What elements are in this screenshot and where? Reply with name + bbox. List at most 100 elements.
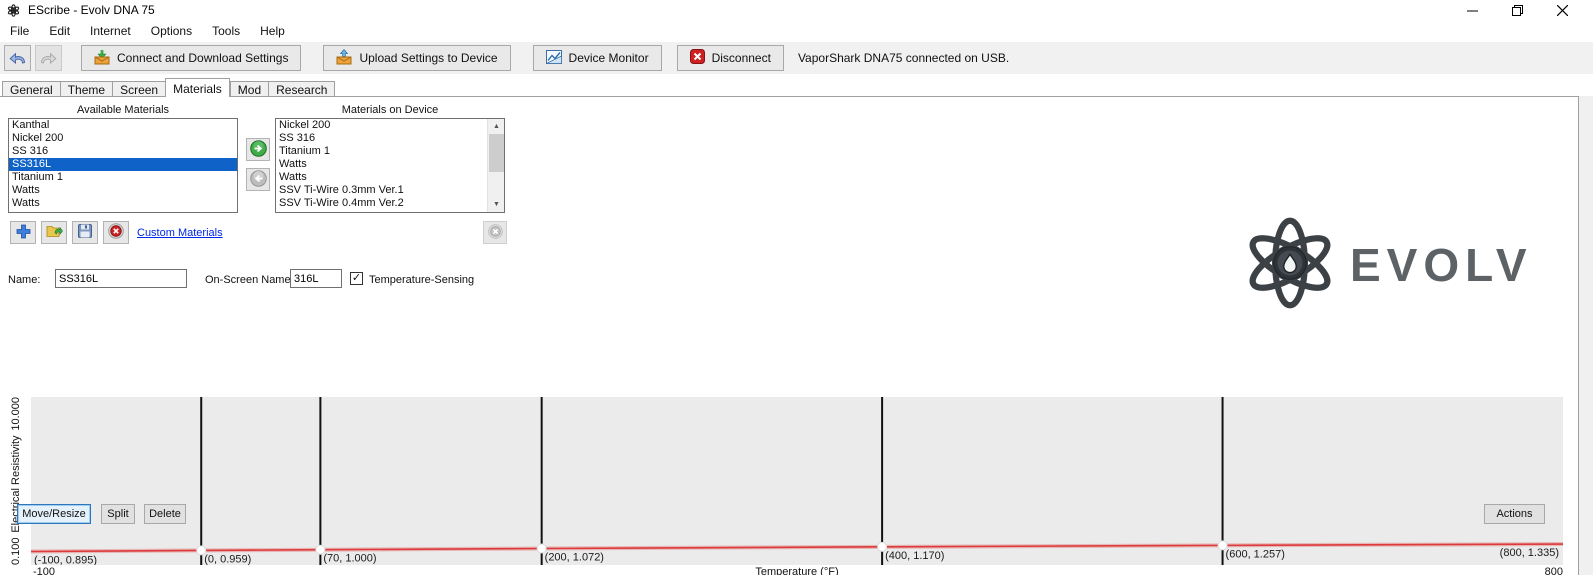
list-item[interactable]: Watts [12, 197, 40, 209]
y-axis-min: 0.100 [9, 537, 22, 565]
gray-circle-x-icon [487, 223, 503, 242]
list-item[interactable]: Nickel 200 [12, 132, 64, 144]
move-from-device-button[interactable] [246, 168, 270, 191]
list-item[interactable]: SS 316 [279, 132, 316, 144]
svg-text:(200, 1.072): (200, 1.072) [545, 552, 604, 564]
restore-button[interactable] [1495, 0, 1540, 20]
list-item[interactable]: Titanium 1 [12, 171, 63, 183]
connect-download-button[interactable]: Connect and Download Settings [81, 45, 302, 71]
available-materials-list[interactable]: Kanthal Nickel 200 SS 316 SS316L Titaniu… [8, 118, 238, 213]
device-materials-list[interactable]: Nickel 200 SS 316 Titanium 1 Watts Watts… [275, 118, 505, 213]
move-to-device-button[interactable] [246, 138, 270, 161]
x-axis-max: 800 [1544, 566, 1563, 575]
checkmark-icon: ✓ [351, 272, 362, 284]
download-envelope-icon [94, 49, 110, 68]
device-list-scrollbar[interactable]: ▲ ▼ [487, 119, 504, 212]
open-material-button[interactable] [41, 221, 67, 244]
disconnect-x-icon [689, 49, 705, 67]
svg-text:(70, 1.000): (70, 1.000) [323, 553, 376, 565]
onscreen-name-label: On-Screen Name: [205, 274, 294, 286]
tab-strip: General Theme Screen Materials Mod Resea… [2, 78, 336, 97]
resistivity-curve-chart[interactable]: (-100, 0.895) (0, 0.959) (70, 1.000) (200, … [31, 397, 1563, 565]
list-item[interactable]: Watts [12, 184, 40, 196]
material-name-input[interactable] [55, 269, 187, 288]
upload-settings-label: Upload Settings to Device [359, 51, 498, 65]
tab-screen[interactable]: Screen [112, 81, 166, 97]
svg-text:(400, 1.170): (400, 1.170) [885, 550, 944, 562]
close-button[interactable] [1540, 0, 1585, 20]
temperature-sensing-label: Temperature-Sensing [369, 274, 475, 286]
scrollbar-thumb[interactable] [489, 134, 504, 172]
connect-download-label: Connect and Download Settings [117, 51, 289, 65]
undo-button[interactable] [4, 45, 31, 71]
evolv-atom-icon [1242, 215, 1338, 314]
custom-materials-link[interactable]: Custom Materials [137, 227, 223, 239]
list-item[interactable]: SSV Ti-Wire 0.4mm Ver.2 [279, 197, 404, 209]
menu-edit[interactable]: Edit [49, 24, 71, 38]
tab-general[interactable]: General [2, 81, 60, 97]
tab-materials[interactable]: Materials [165, 78, 230, 97]
save-material-button[interactable] [72, 221, 98, 244]
device-monitor-button[interactable]: Device Monitor [532, 45, 662, 71]
app-atom-icon [7, 3, 20, 17]
list-item-selected[interactable]: SS316L [9, 158, 237, 171]
menu-file[interactable]: File [10, 24, 30, 38]
toolbar: Connect and Download Settings Upload Set… [0, 42, 1593, 74]
list-item[interactable]: Watts [279, 171, 307, 183]
move-resize-button[interactable]: Move/Resize [17, 504, 91, 524]
remove-from-device-button[interactable] [483, 221, 507, 244]
connection-status: VaporShark DNA75 connected on USB. [797, 51, 1010, 65]
redo-button[interactable] [35, 45, 62, 71]
menu-tools[interactable]: Tools [212, 24, 241, 38]
temperature-sensing-checkbox[interactable]: ✓ [350, 272, 363, 285]
add-material-button[interactable] [10, 221, 36, 244]
evolv-logo-text: EVOLV [1350, 238, 1533, 291]
delete-button[interactable]: Delete [144, 504, 186, 524]
right-gutter [1579, 96, 1593, 575]
window-title: EScribe - Evolv DNA 75 [28, 3, 155, 17]
svg-text:(-100, 0.895): (-100, 0.895) [34, 555, 97, 565]
svg-text:(0, 0.959): (0, 0.959) [204, 553, 251, 565]
disconnect-label: Disconnect [711, 51, 771, 65]
floppy-save-icon [78, 224, 92, 241]
redo-icon [40, 50, 57, 67]
monitor-chart-icon [545, 49, 562, 67]
list-item[interactable]: SS 316 [12, 145, 49, 157]
curve-plot[interactable]: (-100, 0.895) (0, 0.959) (70, 1.000) (200, … [31, 397, 1563, 565]
upload-settings-button[interactable]: Upload Settings to Device [323, 45, 511, 71]
list-item[interactable]: Kanthal [12, 119, 50, 131]
svg-text:(800, 1.335): (800, 1.335) [1500, 547, 1559, 559]
tab-mod[interactable]: Mod [229, 81, 269, 97]
svg-text:(600, 1.257): (600, 1.257) [1226, 548, 1285, 560]
list-item[interactable]: Nickel 200 [279, 119, 331, 131]
y-axis-max: 10.000 [9, 397, 22, 431]
materials-tab-page: Available Materials Kanthal Nickel 200 S… [0, 96, 1579, 575]
list-item[interactable]: SSV Ti-Wire 0.3mm Ver.1 [279, 184, 404, 196]
menubar: File Edit Internet Options Tools Help [0, 20, 1593, 42]
onscreen-name-input[interactable] [290, 269, 342, 288]
titlebar: EScribe - Evolv DNA 75 [0, 0, 1593, 20]
folder-open-icon [46, 224, 63, 241]
plus-icon [16, 224, 31, 242]
minimize-button[interactable] [1450, 0, 1495, 20]
available-materials-label: Available Materials [76, 104, 170, 116]
scroll-down-icon[interactable]: ▼ [493, 201, 500, 208]
device-monitor-label: Device Monitor [568, 51, 649, 65]
menu-help[interactable]: Help [260, 24, 285, 38]
y-axis-label: 0.100 Electrical Resistivity 10.000 [8, 397, 23, 565]
split-button[interactable]: Split [101, 504, 135, 524]
x-axis-min: -100 [33, 566, 56, 575]
tab-theme[interactable]: Theme [59, 81, 113, 97]
upload-envelope-icon [336, 48, 352, 68]
menu-internet[interactable]: Internet [90, 24, 131, 38]
tab-research[interactable]: Research [268, 81, 336, 97]
list-item[interactable]: Watts [279, 158, 307, 170]
menu-options[interactable]: Options [150, 24, 193, 38]
arrow-right-icon [249, 139, 267, 160]
scroll-up-icon[interactable]: ▲ [493, 123, 500, 130]
actions-button[interactable]: Actions [1484, 504, 1545, 524]
list-item[interactable]: Titanium 1 [279, 145, 330, 157]
disconnect-button[interactable]: Disconnect [676, 45, 784, 71]
delete-material-button[interactable] [103, 221, 129, 244]
